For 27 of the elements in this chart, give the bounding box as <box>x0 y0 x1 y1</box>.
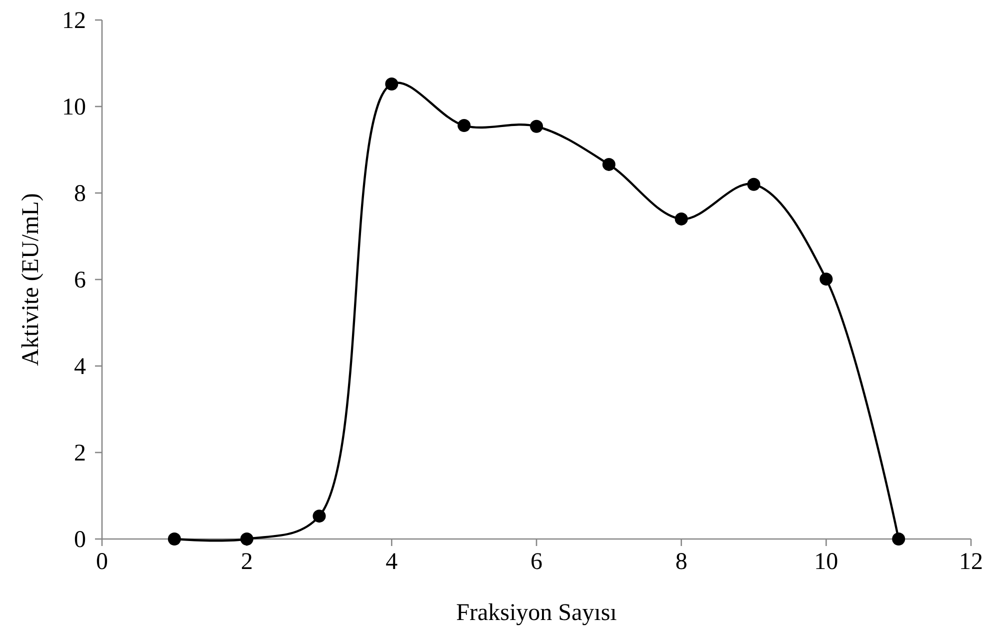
point <box>458 119 471 132</box>
x-tick-label: 0 <box>96 549 108 575</box>
y-tick-label: 8 <box>74 181 86 207</box>
point <box>240 532 254 546</box>
x-tick-label: 12 <box>959 549 983 575</box>
point <box>747 178 760 191</box>
x-tick-label: 10 <box>814 549 838 575</box>
point <box>385 78 398 91</box>
x-tick-label: 2 <box>240 549 253 575</box>
x-tick-label: 4 <box>386 549 398 575</box>
y-tick-label: 0 <box>74 527 86 553</box>
point <box>820 272 833 286</box>
point <box>530 120 543 133</box>
point <box>892 532 906 546</box>
y-tick-label: 10 <box>62 94 86 120</box>
x-tick-label: 6 <box>530 549 542 575</box>
y-tick-label: 4 <box>74 354 86 380</box>
point <box>168 532 181 546</box>
y-axis-title: Aktivite (EU/mL) <box>18 193 44 366</box>
x-axis-title: Fraksiyon Sayısı <box>456 600 618 626</box>
y-tick-label: 2 <box>74 440 86 466</box>
point <box>312 510 326 523</box>
point <box>602 158 616 171</box>
x-tick-label: 8 <box>675 549 688 575</box>
point <box>674 212 688 226</box>
y-tick-label: 6 <box>74 268 86 294</box>
y-tick-label: 12 <box>62 8 86 34</box>
